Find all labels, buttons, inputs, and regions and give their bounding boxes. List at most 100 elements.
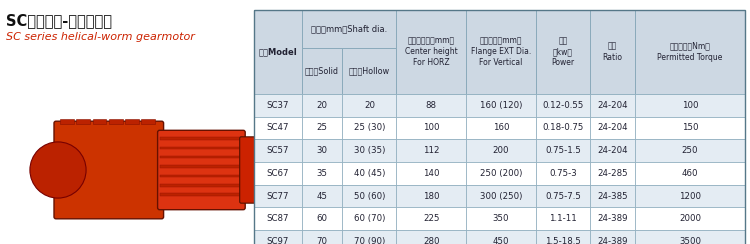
Bar [574, 19, 601, 45]
Bar [254, 94, 302, 117]
Text: 40 (45): 40 (45) [354, 169, 385, 178]
Bar [466, 94, 536, 117]
Text: 30 (35): 30 (35) [354, 146, 385, 155]
Text: 24-389: 24-389 [597, 214, 628, 223]
Bar [536, 185, 590, 207]
Bar [343, 207, 397, 230]
Bar [254, 162, 302, 185]
Bar [466, 117, 536, 139]
Bar [590, 162, 635, 185]
Bar [466, 185, 536, 207]
Bar [397, 207, 466, 230]
Text: SC87: SC87 [266, 214, 289, 223]
Text: 460: 460 [682, 169, 698, 178]
Bar [343, 139, 397, 162]
Text: 200: 200 [493, 146, 509, 155]
Bar [358, 69, 386, 95]
Text: 20: 20 [316, 101, 328, 110]
Bar [254, 139, 302, 162]
Text: 2000: 2000 [679, 214, 701, 223]
Text: 许用扭矩（Nm）
Permitted Torque: 许用扭矩（Nm） Permitted Torque [657, 42, 723, 62]
Text: SC77: SC77 [266, 192, 289, 201]
Bar [397, 10, 466, 94]
Bar [590, 207, 635, 230]
Bar [635, 139, 745, 162]
Bar [536, 162, 590, 185]
Bar [412, 30, 419, 34]
Text: 88: 88 [426, 101, 436, 110]
Text: 0.75-3: 0.75-3 [549, 169, 577, 178]
Text: 300 (250): 300 (250) [480, 192, 522, 201]
Bar [635, 10, 745, 94]
Bar [446, 23, 466, 41]
Bar [397, 185, 466, 207]
Bar [302, 230, 343, 244]
Bar [466, 162, 536, 185]
Text: 轴径（mm）Shaft dia.: 轴径（mm）Shaft dia. [311, 24, 387, 33]
Text: 250 (200): 250 (200) [480, 169, 522, 178]
Text: 100: 100 [682, 101, 698, 110]
Bar [352, 30, 358, 34]
Bar [536, 139, 590, 162]
Text: 0.75-1.5: 0.75-1.5 [545, 146, 581, 155]
Text: 45: 45 [316, 192, 328, 201]
Bar [343, 94, 397, 117]
Bar [38, 166, 58, 174]
Bar [536, 207, 590, 230]
Text: 法兰外圆（mm）
Flange EXT Dia.
For Vertical: 法兰外圆（mm） Flange EXT Dia. For Vertical [471, 36, 531, 67]
Bar [343, 230, 397, 244]
Text: 24-204: 24-204 [597, 101, 628, 110]
Text: 60: 60 [316, 214, 328, 223]
Bar [466, 139, 536, 162]
Bar [635, 94, 745, 117]
Bar [160, 147, 243, 149]
Bar [386, 23, 406, 41]
Bar [358, 19, 386, 45]
Bar [397, 94, 466, 117]
Bar [286, 80, 294, 84]
Bar [476, 30, 484, 34]
Text: SC series helical-worm gearmotor: SC series helical-worm gearmotor [6, 32, 195, 42]
Text: 实心轴Solid: 实心轴Solid [305, 66, 339, 75]
Bar [60, 119, 74, 124]
Bar [536, 230, 590, 244]
Bar [466, 207, 536, 230]
Text: 225: 225 [423, 214, 439, 223]
Text: 60 (70): 60 (70) [354, 214, 385, 223]
Bar [536, 117, 590, 139]
Bar [456, 73, 476, 91]
Text: 100: 100 [423, 123, 439, 132]
Text: 0.18-0.75: 0.18-0.75 [542, 123, 584, 132]
Text: 150: 150 [682, 123, 698, 132]
Bar [397, 117, 466, 139]
Text: 24-204: 24-204 [597, 146, 628, 155]
Bar [466, 10, 536, 94]
Bar [352, 80, 358, 84]
Bar [160, 193, 243, 196]
Text: 24-389: 24-389 [597, 237, 628, 244]
Bar [286, 30, 294, 34]
Bar [466, 230, 536, 244]
Bar [294, 19, 321, 45]
Bar [141, 119, 155, 124]
Bar [343, 48, 397, 94]
Bar [254, 10, 302, 94]
Bar [590, 10, 635, 94]
Text: 0.75-7.5: 0.75-7.5 [545, 192, 581, 201]
Text: 速比
Ratio: 速比 Ratio [602, 42, 622, 62]
Bar [536, 94, 590, 117]
Bar [160, 137, 243, 140]
Bar [422, 80, 429, 84]
Bar [656, 23, 676, 41]
Bar [590, 230, 635, 244]
Bar [429, 69, 456, 95]
Bar [294, 69, 321, 95]
Bar [635, 207, 745, 230]
Bar [343, 117, 397, 139]
Circle shape [30, 142, 86, 198]
Text: 350: 350 [493, 214, 509, 223]
Text: 30: 30 [316, 146, 328, 155]
Text: 70: 70 [316, 237, 328, 244]
Text: 250: 250 [682, 146, 698, 155]
Bar [302, 162, 343, 185]
